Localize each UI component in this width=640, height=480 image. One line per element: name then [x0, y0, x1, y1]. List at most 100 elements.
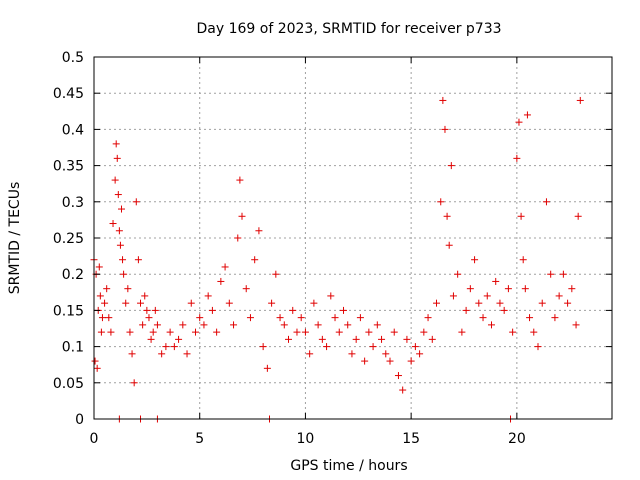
data-point	[310, 299, 318, 307]
data-point	[93, 364, 101, 372]
data-point	[551, 314, 559, 322]
data-point	[97, 328, 105, 336]
data-point	[259, 343, 267, 351]
data-point	[487, 321, 495, 329]
y-tick-label: 0.4	[62, 122, 84, 138]
data-point	[196, 314, 204, 322]
data-point	[242, 285, 250, 293]
data-point	[437, 198, 445, 206]
data-point	[335, 328, 343, 336]
data-point	[352, 335, 360, 343]
data-point	[297, 314, 305, 322]
data-point	[517, 212, 525, 220]
data-point	[331, 314, 339, 322]
data-point	[447, 162, 455, 170]
data-point	[420, 328, 428, 336]
data-point	[407, 357, 415, 365]
data-point	[411, 343, 419, 351]
chart-title: Day 169 of 2023, SRMTID for receiver p73…	[196, 21, 501, 37]
data-point	[200, 321, 208, 329]
data-point	[547, 270, 555, 278]
data-point	[458, 328, 466, 336]
data-point	[114, 191, 122, 199]
data-point	[534, 343, 542, 351]
data-point	[98, 314, 106, 322]
data-point	[318, 335, 326, 343]
data-point	[109, 220, 117, 228]
data-point	[134, 256, 142, 264]
data-point	[327, 292, 335, 300]
data-point	[236, 176, 244, 184]
data-point	[255, 227, 263, 235]
data-point	[151, 306, 159, 314]
data-point	[107, 328, 115, 336]
data-point	[416, 350, 424, 358]
data-point	[574, 212, 582, 220]
data-point	[276, 314, 284, 322]
axis-ticks: 0 0.05 0.1 0.15 0.2 0.25 0.3 0.35 0.4 0.45 0.5 0 5 10…	[53, 50, 612, 447]
data-point	[137, 299, 145, 307]
data-point	[153, 321, 161, 329]
data-point	[103, 285, 111, 293]
data-point	[280, 321, 288, 329]
y-tick-label: 0.35	[53, 159, 84, 175]
data-point	[162, 343, 170, 351]
data-point	[378, 335, 386, 343]
x-tick-label: 10	[297, 431, 315, 447]
data-point	[356, 314, 364, 322]
data-point	[449, 292, 457, 300]
data-point	[272, 270, 280, 278]
y-axis-label: SRMTID / TECUs	[7, 182, 23, 295]
data-point	[124, 285, 132, 293]
data-point	[101, 299, 109, 307]
data-point	[521, 285, 529, 293]
data-point	[373, 321, 381, 329]
data-point	[323, 343, 331, 351]
y-tick-label: 0.45	[53, 86, 84, 102]
x-axis-label: GPS time / hours	[290, 458, 407, 474]
data-point	[538, 299, 546, 307]
data-point	[234, 234, 242, 242]
data-point	[225, 299, 233, 307]
data-point	[439, 96, 447, 104]
data-point	[158, 350, 166, 358]
data-point	[175, 335, 183, 343]
data-point	[143, 306, 151, 314]
data-point	[111, 176, 119, 184]
data-point	[445, 241, 453, 249]
data-point	[208, 306, 216, 314]
data-point	[113, 154, 121, 162]
data-point	[91, 357, 99, 365]
data-point	[149, 328, 157, 336]
data-point	[504, 285, 512, 293]
y-tick-label: 0	[75, 412, 84, 428]
data-point	[564, 299, 572, 307]
data-point	[301, 328, 309, 336]
data-point	[238, 212, 246, 220]
data-point	[348, 350, 356, 358]
data-point	[132, 198, 140, 206]
data-point	[390, 328, 398, 336]
data-point	[293, 328, 301, 336]
y-tick-label: 0.25	[53, 231, 84, 247]
data-point	[179, 321, 187, 329]
data-point	[443, 212, 451, 220]
data-point	[479, 314, 487, 322]
data-point	[128, 350, 136, 358]
data-point	[424, 314, 432, 322]
data-point	[116, 241, 124, 249]
data-point	[559, 270, 567, 278]
data-point	[542, 198, 550, 206]
data-point	[139, 321, 147, 329]
data-point	[141, 292, 149, 300]
data-point	[568, 285, 576, 293]
x-tick-label: 15	[402, 431, 420, 447]
data-point	[475, 299, 483, 307]
y-tick-label: 0.2	[62, 267, 84, 283]
data-point	[117, 205, 125, 213]
data-point	[483, 292, 491, 300]
data-point	[204, 292, 212, 300]
data-point	[230, 321, 238, 329]
data-point	[191, 328, 199, 336]
